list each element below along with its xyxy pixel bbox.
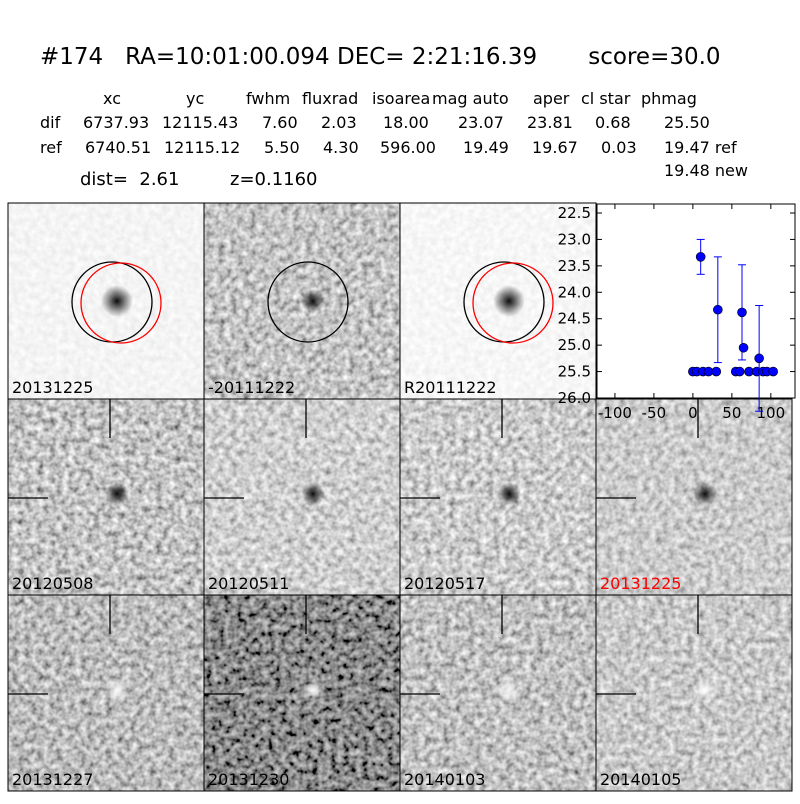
- panel-label: R20111222: [404, 378, 497, 397]
- table-cell: 18.00: [383, 113, 429, 132]
- panel-label: 20120511: [208, 574, 289, 593]
- table-cell: 25.50: [664, 113, 710, 132]
- table-cell: 5.50: [264, 138, 300, 157]
- y-tick-label: 24.5: [558, 310, 591, 328]
- source-blob: [105, 678, 129, 702]
- column-header: xc: [103, 89, 121, 108]
- table-cell: 23.07: [458, 113, 504, 132]
- panel-label: 20140103: [404, 770, 485, 789]
- data-point: [695, 252, 706, 262]
- data-point: [734, 366, 745, 377]
- x-tick-label: 50: [722, 404, 741, 422]
- source-blob: [497, 482, 521, 506]
- table-cell: 4.30: [323, 138, 359, 157]
- marker-circle: [472, 262, 554, 344]
- data-point: [711, 366, 722, 377]
- data-point: [768, 366, 778, 377]
- panel-label: 20131225: [12, 378, 93, 397]
- panel-label: 20120508: [12, 574, 93, 593]
- source-blob: [301, 289, 325, 313]
- table-cell: 23.81: [527, 113, 573, 132]
- x-tick-label: 100: [757, 404, 786, 422]
- panel-label: 20131230: [208, 770, 289, 789]
- redshift: z=0.1160: [230, 169, 318, 190]
- panel-label: 20131227: [12, 770, 93, 789]
- table-cell: 19.67: [532, 138, 578, 157]
- marker-circle: [267, 261, 349, 343]
- column-header: phmag: [641, 89, 697, 108]
- x-tick-label: -50: [642, 404, 667, 422]
- x-tick-label: -100: [598, 404, 632, 422]
- table-cell: 596.00: [380, 138, 436, 157]
- dist: dist= 2.61: [80, 169, 179, 190]
- source-blob: [301, 482, 325, 506]
- panel-label: -20111222: [208, 378, 295, 397]
- column-header: fluxrad: [302, 89, 358, 108]
- source-blob: [693, 678, 717, 702]
- y-tick-label: 22.5: [558, 204, 591, 222]
- source-blob: [101, 285, 133, 317]
- panel-label: 20131225: [600, 574, 681, 593]
- y-tick-label: 25.5: [558, 363, 591, 381]
- table-cell: 0.68: [595, 113, 631, 132]
- data-point: [738, 342, 749, 353]
- panel-frame: [595, 594, 793, 792]
- source-blob: [497, 678, 521, 702]
- column-header: yc: [186, 89, 204, 108]
- data-point: [737, 307, 747, 318]
- panel-label: 20120517: [404, 574, 485, 593]
- phmag-new: 19.48 new: [664, 161, 748, 180]
- table-cell: 2.03: [321, 113, 357, 132]
- y-tick-label: 23.0: [558, 230, 591, 248]
- table-cell: 6740.51: [85, 138, 151, 157]
- column-header: mag auto: [432, 89, 509, 108]
- y-tick-label: 25.0: [558, 336, 591, 354]
- source-blob: [301, 678, 325, 702]
- x-tick-label: 0: [688, 404, 698, 422]
- marker-circle: [80, 262, 162, 344]
- data-point: [713, 304, 723, 315]
- data-point: [754, 353, 764, 364]
- source-blob: [493, 285, 525, 317]
- y-tick-label: 23.5: [558, 257, 591, 275]
- y-tick-label: 26.0: [558, 389, 591, 407]
- table-cell: 7.60: [262, 113, 298, 132]
- table-cell: 19.47 ref: [664, 138, 737, 157]
- chart-background: [596, 203, 796, 399]
- y-tick-label: 24.0: [558, 283, 591, 301]
- column-header: fwhm: [246, 89, 290, 108]
- column-header: isoarea: [372, 89, 430, 108]
- column-header: cl star: [581, 89, 631, 108]
- panel-label: 20140105: [600, 770, 681, 789]
- table-cell: 12115.43: [162, 113, 238, 132]
- source-blob: [693, 482, 717, 506]
- table-cell: 12115.12: [164, 138, 240, 157]
- title: #174 RA=10:01:00.094 DEC= 2:21:16.39 sco…: [40, 44, 721, 70]
- table-cell: 6737.93: [83, 113, 149, 132]
- table-cell: 0.03: [601, 138, 637, 157]
- column-header: aper: [533, 89, 570, 108]
- source-blob: [105, 482, 129, 506]
- table-cell: dif: [40, 113, 61, 132]
- table-cell: ref: [40, 138, 62, 157]
- table-cell: 19.49: [463, 138, 509, 157]
